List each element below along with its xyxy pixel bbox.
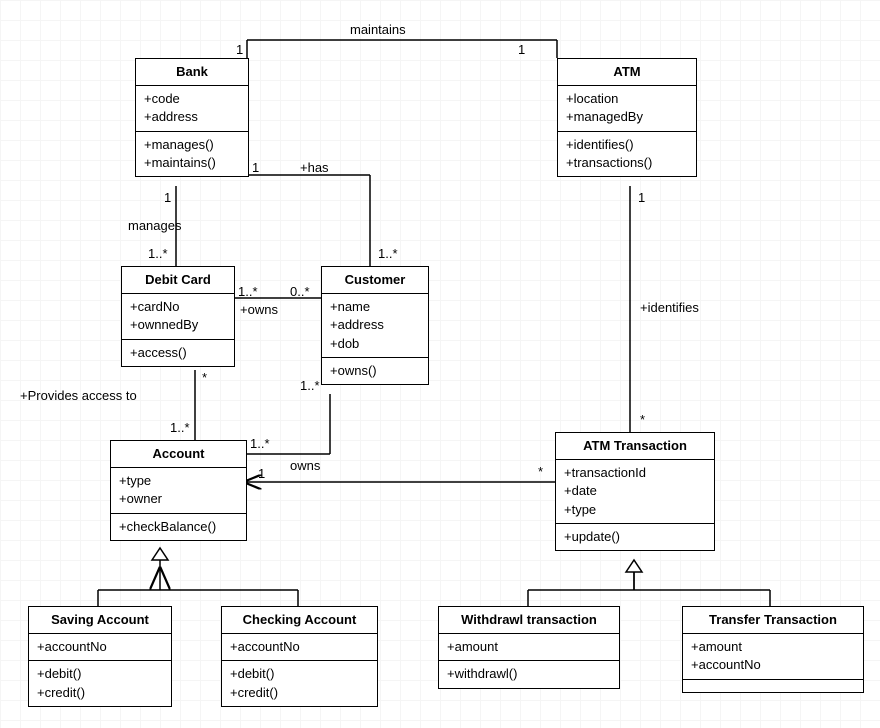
class-bank: Bank +code +address +manages() +maintain… [135,58,249,177]
class-name: Debit Card [122,267,234,294]
diagram-canvas: Bank +code +address +manages() +maintain… [0,0,880,728]
class-name: Saving Account [29,607,171,634]
mult-cust-acct-tgt: 1..* [250,436,270,451]
class-operations: +withdrawl() [439,661,619,687]
class-name: Account [111,441,246,468]
mult-dc-cust-tgt: 0..* [290,284,310,299]
class-name: ATM Transaction [556,433,714,460]
mult-bank-atm-src: 1 [236,42,243,57]
mult-bank-atm-tgt: 1 [518,42,525,57]
class-atm-transaction: ATM Transaction +transactionId +date +ty… [555,432,715,551]
mult-cust-acct-src: 1..* [300,378,320,393]
class-attributes: +cardNo +ownnedBy [122,294,234,339]
class-attributes: +location +managedBy [558,86,696,131]
class-operations: +debit() +credit() [29,661,171,705]
class-attributes: +type +owner [111,468,246,513]
class-name: Withdrawl transaction [439,607,619,634]
mult-bank-debit-tgt: 1..* [148,246,168,261]
class-name: ATM [558,59,696,86]
label-owns-ca: owns [290,458,320,473]
class-operations: +manages() +maintains() [136,132,248,176]
class-withdrawl-transaction: Withdrawl transaction +amount +withdrawl… [438,606,620,689]
class-atm: ATM +location +managedBy +identifies() +… [557,58,697,177]
mult-dc-cust-src: 1..* [238,284,258,299]
class-attributes: +amount +accountNo [683,634,863,679]
class-attributes: +transactionId +date +type [556,460,714,524]
label-has: +has [300,160,329,175]
class-account: Account +type +owner +checkBalance() [110,440,247,541]
label-owns-dc: +owns [240,302,278,317]
class-operations: +update() [556,524,714,550]
class-operations: +owns() [322,358,428,384]
mult-dc-acct-tgt: 1..* [170,420,190,435]
label-provides: +Provides access to [20,388,137,403]
class-customer: Customer +name +address +dob +owns() [321,266,429,385]
class-debit-card: Debit Card +cardNo +ownnedBy +access() [121,266,235,367]
class-attributes: +accountNo [29,634,171,661]
class-name: Customer [322,267,428,294]
class-transfer-transaction: Transfer Transaction +amount +accountNo [682,606,864,693]
mult-bank-cust-tgt: 1..* [378,246,398,261]
class-checking-account: Checking Account +accountNo +debit() +cr… [221,606,378,707]
class-operations: +identifies() +transactions() [558,132,696,176]
mult-atm-trans-tgt: * [640,412,645,427]
mult-atm-trans-src: 1 [638,190,645,205]
mult-dc-acct-src: * [202,370,207,385]
class-saving-account: Saving Account +accountNo +debit() +cred… [28,606,172,707]
mult-trans-acct-src: * [538,464,543,479]
label-manages: manages [128,218,181,233]
label-identifies: +identifies [640,300,699,315]
class-operations: +checkBalance() [111,514,246,540]
class-name: Transfer Transaction [683,607,863,634]
class-operations: +debit() +credit() [222,661,377,705]
mult-bank-cust-src: 1 [252,160,259,175]
class-name: Bank [136,59,248,86]
class-operations [683,680,863,692]
class-attributes: +amount [439,634,619,661]
class-attributes: +code +address [136,86,248,131]
class-name: Checking Account [222,607,377,634]
mult-bank-debit-src: 1 [164,190,171,205]
class-operations: +access() [122,340,234,366]
label-maintains: maintains [350,22,406,37]
mult-trans-acct-tgt: 1 [258,466,265,481]
class-attributes: +accountNo [222,634,377,661]
class-attributes: +name +address +dob [322,294,428,358]
